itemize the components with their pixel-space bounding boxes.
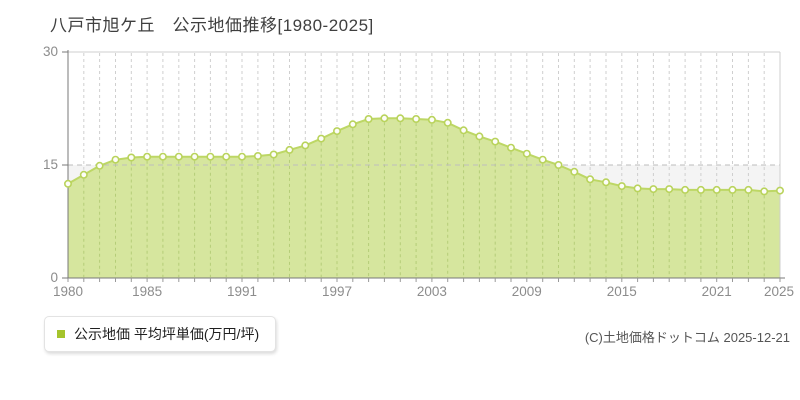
legend-label: 公示地価 平均坪単価(万円/坪) [74, 326, 260, 342]
data-point-2018 [665, 185, 674, 194]
data-point-2012 [570, 167, 579, 176]
data-point-2004 [443, 118, 452, 127]
data-point-2022 [728, 185, 737, 194]
chart-title: 八戸市旭ケ丘 公示地価推移[1980-2025] [50, 16, 374, 35]
legend-swatch-icon [57, 330, 65, 338]
data-point-1999 [364, 115, 373, 124]
data-point-2017 [649, 185, 658, 194]
x-tick-label-2025: 2025 [764, 284, 794, 299]
data-point-2001 [396, 114, 405, 123]
data-point-1992 [253, 152, 262, 161]
data-point-1982 [95, 161, 104, 170]
series-line [67, 117, 781, 193]
data-point-1980 [64, 179, 73, 188]
data-point-1989 [206, 152, 215, 161]
data-point-2005 [459, 126, 468, 135]
x-tick-label-2015: 2015 [607, 284, 637, 299]
data-point-2015 [617, 182, 626, 191]
x-tick-label-2021: 2021 [702, 284, 732, 299]
data-point-1995 [301, 141, 310, 150]
data-point-1990 [222, 152, 231, 161]
data-point-2020 [696, 185, 705, 194]
data-point-1988 [190, 152, 199, 161]
data-point-1993 [269, 150, 278, 159]
data-point-2003 [427, 115, 436, 124]
x-tick-label-1985: 1985 [132, 284, 162, 299]
data-point-2000 [380, 114, 389, 123]
data-point-1981 [79, 170, 88, 179]
area-fill-group [68, 118, 780, 278]
data-point-2010 [538, 155, 547, 164]
data-point-2008 [506, 143, 515, 152]
axis-labels: 0 15 30 1980 1985 1991 1997 2003 2009 2015 2021 202… [43, 44, 794, 299]
gridlines [68, 53, 781, 277]
data-point-2021 [712, 185, 721, 194]
data-point-2025 [775, 186, 784, 195]
axes [67, 50, 785, 279]
series-line-group [67, 117, 781, 193]
copyright-note: (C)土地価格ドットコム 2025-12-21 [584, 330, 790, 345]
data-point-1991 [238, 152, 247, 161]
data-point-1983 [111, 155, 120, 164]
y-tick-label-30: 30 [43, 44, 58, 59]
data-point-2013 [586, 175, 595, 184]
data-point-1984 [127, 153, 136, 162]
axis-ticks [62, 51, 781, 282]
data-point-2014 [601, 178, 610, 187]
x-tick-label-2003: 2003 [417, 284, 447, 299]
x-tick-label-1991: 1991 [227, 284, 257, 299]
data-point-1998 [348, 120, 357, 129]
data-point-2002 [412, 115, 421, 124]
y-tick-label-0: 0 [50, 270, 58, 285]
data-point-2009 [522, 149, 531, 158]
plot-frame [68, 51, 781, 278]
data-point-1996 [317, 134, 326, 143]
data-point-2019 [681, 185, 690, 194]
area-fill [68, 118, 780, 278]
data-point-2016 [633, 184, 642, 193]
data-point-2024 [760, 187, 769, 196]
x-tick-label-1980: 1980 [53, 284, 83, 299]
data-point-2023 [744, 185, 753, 194]
data-point-1985 [143, 152, 152, 161]
data-point-1994 [285, 145, 294, 154]
data-point-1997 [332, 127, 341, 136]
y-tick-label-15: 15 [43, 157, 58, 172]
data-point-2006 [475, 132, 484, 141]
data-point-2011 [554, 161, 563, 170]
data-point-1987 [174, 152, 183, 161]
x-tick-label-2009: 2009 [512, 284, 542, 299]
data-point-1986 [158, 152, 167, 161]
data-points [64, 114, 784, 196]
data-point-2007 [491, 137, 500, 146]
x-tick-label-1997: 1997 [322, 284, 352, 299]
legend: 公示地価 平均坪単価(万円/坪) [44, 316, 277, 352]
